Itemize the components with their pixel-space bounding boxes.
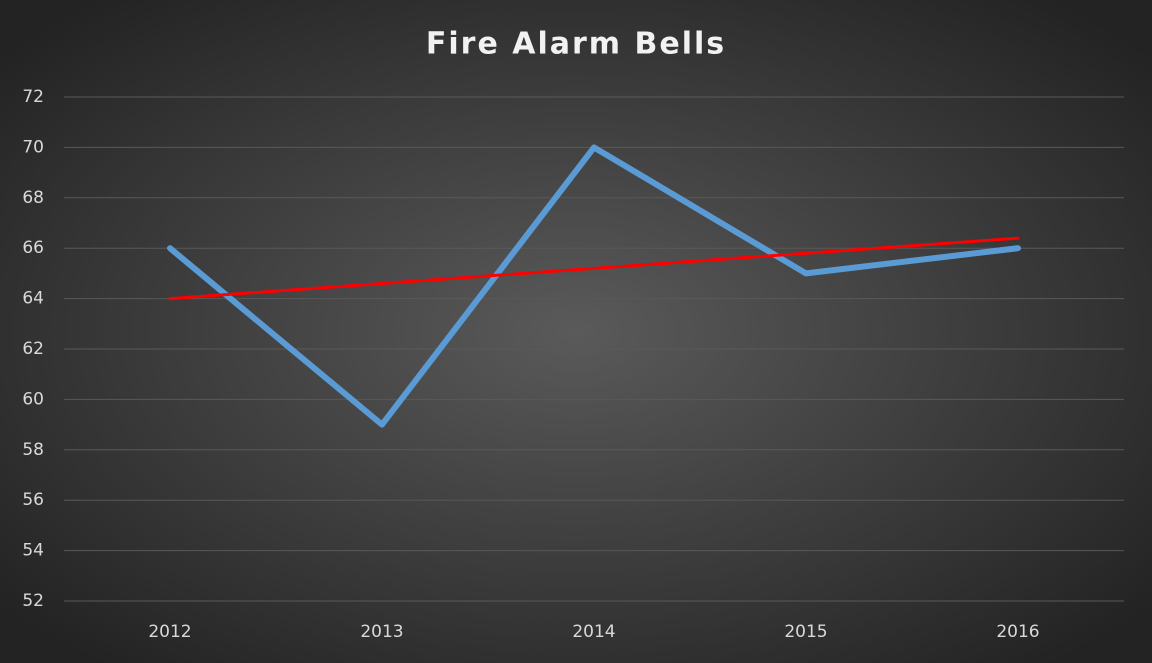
y-tick-label: 72 bbox=[22, 87, 44, 107]
y-tick-label: 54 bbox=[22, 541, 44, 561]
y-tick-label: 56 bbox=[22, 490, 44, 510]
series-line bbox=[168, 236, 1020, 301]
y-tick-label: 52 bbox=[22, 591, 44, 611]
y-tick-label: 68 bbox=[22, 188, 44, 208]
x-tick-label: 2013 bbox=[360, 622, 403, 642]
x-tick-label: 2016 bbox=[996, 622, 1039, 642]
series-line bbox=[167, 144, 1021, 428]
y-tick-label: 58 bbox=[22, 440, 44, 460]
chart-title: Fire Alarm Bells bbox=[426, 27, 726, 62]
y-tick-label: 70 bbox=[22, 137, 44, 157]
y-tick-label: 60 bbox=[22, 389, 44, 409]
y-tick-label: 64 bbox=[22, 289, 44, 309]
y-tick-label: 66 bbox=[22, 238, 44, 258]
y-tick-label: 62 bbox=[22, 339, 44, 359]
x-tick-label: 2014 bbox=[572, 622, 615, 642]
x-tick-label: 2015 bbox=[784, 622, 827, 642]
x-tick-label: 2012 bbox=[148, 622, 191, 642]
